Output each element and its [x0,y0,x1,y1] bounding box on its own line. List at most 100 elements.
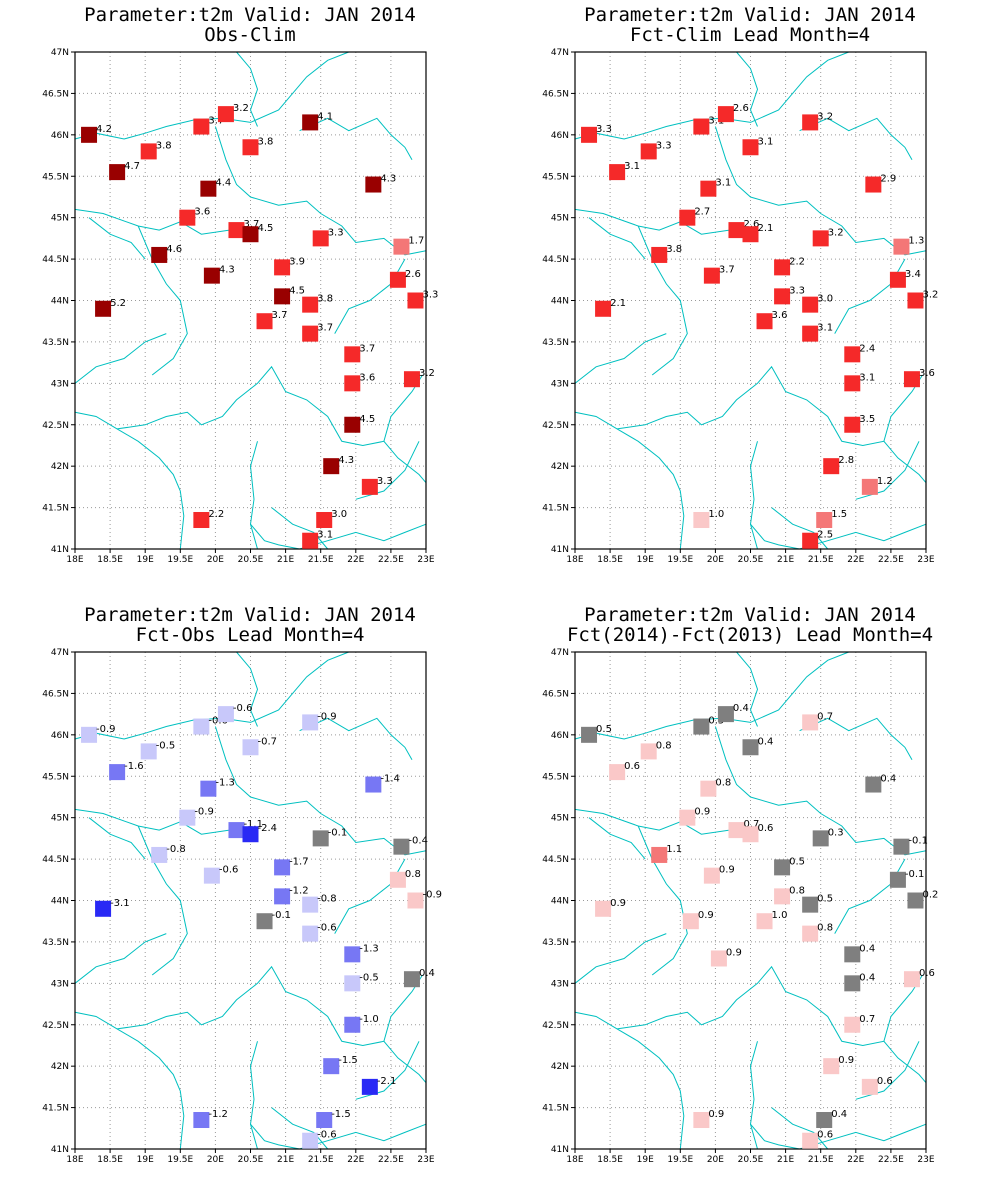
station-marker [710,950,727,967]
x-tick-label: 23E [417,555,434,565]
coastline-path [834,258,906,334]
x-tick-label: 21E [777,555,794,565]
y-tick-label: 45N [551,214,569,224]
panel-fct-diff: Parameter:t2m Valid: JAN 2014 Fct(2014)-F… [500,600,1000,1200]
y-tick-label: 41.5N [542,1104,569,1114]
station-value-label: 3.7 [272,310,288,321]
station-value-label: 3.6 [194,207,210,218]
station-value-label: -0.1 [905,869,925,880]
station-value-label: -0.5 [359,972,379,983]
station-value-label: -3.1 [110,898,130,909]
station-value-label: 0.7 [743,819,759,830]
station-marker [407,292,424,309]
station-value-label: 3.1 [317,530,333,541]
station-marker [302,325,319,342]
station-value-label: 0.4 [419,968,435,979]
station-marker [203,867,220,884]
station-marker [344,1016,361,1033]
station-marker [893,838,910,855]
plot-frame [74,51,427,550]
y-tick-label: 41.5N [42,1104,69,1114]
station-value-label: 0.3 [828,827,844,838]
x-tick-label: 22E [847,555,864,565]
y-tick-label: 41.5N [42,504,69,514]
y-tick-label: 44N [551,897,569,907]
station-marker [802,925,819,942]
y-tick-label: 41N [551,1145,569,1155]
station-value-label: 1.0 [772,910,788,921]
station-marker [595,900,612,917]
station-marker [344,975,361,992]
station-value-label: -1.4 [380,774,400,785]
y-tick-label: 42.5N [42,421,69,431]
station-value-label: 3.8 [156,140,172,151]
station-marker [812,230,829,247]
coastline-path [214,726,427,856]
y-tick-label: 45.5N [542,172,569,182]
station-marker [274,288,291,305]
station-value-label: 5.2 [110,298,126,309]
station-value-label: 4.3 [380,174,396,185]
station-marker [703,867,720,884]
station-value-label: 3.2 [817,111,833,122]
station-value-label: 3.7 [317,323,333,334]
station-marker [193,118,210,135]
station-value-label: 3.0 [331,509,347,520]
coastline-path [588,817,646,860]
station-value-label: 4.3 [219,265,235,276]
y-tick-label: 45.5N [42,772,69,782]
coastline-path [749,441,758,550]
station-marker [844,375,861,392]
station-marker [774,888,791,905]
y-tick-label: 44.5N [42,855,69,865]
y-tick-label: 43N [551,379,569,389]
station-marker [242,139,259,156]
x-tick-label: 22.5E [878,1155,904,1165]
x-tick-label: 18.5E [597,1155,623,1165]
coastline-path [855,1041,920,1100]
station-value-label: 0.4 [880,774,896,785]
station-marker [844,416,861,433]
y-tick-label: 47N [51,648,69,658]
station-value-label: 0.6 [919,968,935,979]
station-marker [802,325,819,342]
x-tick-label: 20E [207,1155,224,1165]
station-marker [802,532,819,549]
station-value-label: 0.2 [922,890,938,901]
y-tick-label: 41N [51,545,69,555]
station-value-label: 4.5 [289,285,305,296]
station-marker [302,114,319,131]
chart-title: Parameter:t2m Valid: JAN 2014 [584,4,916,26]
station-marker [844,1016,861,1033]
station-marker [193,718,210,735]
y-tick-label: 42N [551,462,569,472]
coastline-path [236,51,259,127]
station-value-label: 2.5 [817,530,833,541]
y-tick-label: 42.5N [42,1021,69,1031]
coastline-path [74,411,185,550]
station-marker [903,371,920,388]
plot-frame [574,51,927,550]
coastline-path [749,1041,758,1150]
station-value-label: 3.1 [624,161,640,172]
y-tick-label: 43N [551,979,569,989]
station-value-label: 0.4 [831,1109,847,1120]
y-tick-label: 41N [51,1145,69,1155]
station-marker [109,164,126,181]
y-tick-label: 45.5N [542,772,569,782]
station-value-label: 4.4 [215,178,231,189]
station-marker [217,706,234,723]
y-tick-label: 45.5N [42,172,69,182]
station-marker [742,739,759,756]
x-tick-label: 19E [137,555,154,565]
y-tick-label: 46.5N [42,89,69,99]
station-marker [693,1112,710,1129]
x-tick-label: 18.5E [97,555,123,565]
station-marker [682,913,699,930]
station-marker [861,1078,878,1095]
x-tick-label: 21E [277,555,294,565]
x-tick-label: 18E [66,555,83,565]
station-marker [844,346,861,363]
station-value-label: 4.6 [166,244,182,255]
station-marker [365,776,382,793]
